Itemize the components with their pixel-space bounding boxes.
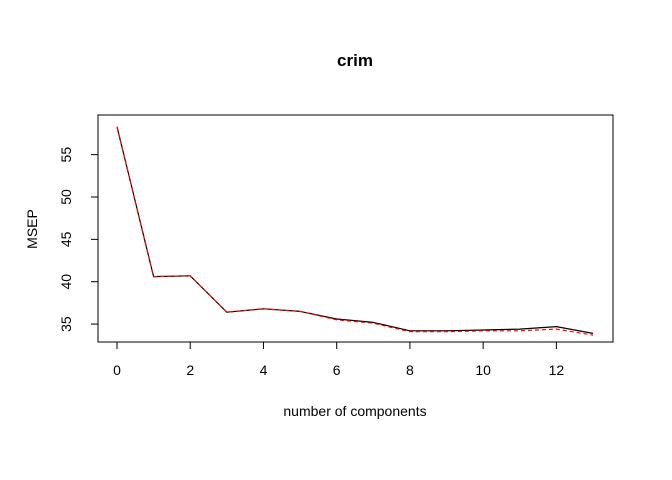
y-tick-label: 50 [58,189,74,205]
series-layer [116,126,594,336]
x-tick-label: 2 [186,362,194,378]
series-line-2 [116,126,594,336]
x-tick-label: 10 [475,362,491,378]
y-tick-label: 45 [58,231,74,247]
x-axis-label: number of components [283,403,426,419]
y-tick-label: 35 [58,316,74,332]
x-axis: 0 2 4 6 8 10 12 [113,341,565,378]
x-tick-label: 4 [260,362,268,378]
x-tick-label: 12 [549,362,565,378]
y-tick-label: 55 [58,147,74,163]
y-tick-label: 40 [58,274,74,290]
x-tick-label: 0 [113,362,121,378]
x-tick-label: 8 [406,362,414,378]
y-axis-label: MSEP [24,209,40,249]
chart-title: crim [337,51,373,70]
x-tick-label: 6 [333,362,341,378]
y-axis: 35 40 45 50 55 [58,147,99,332]
